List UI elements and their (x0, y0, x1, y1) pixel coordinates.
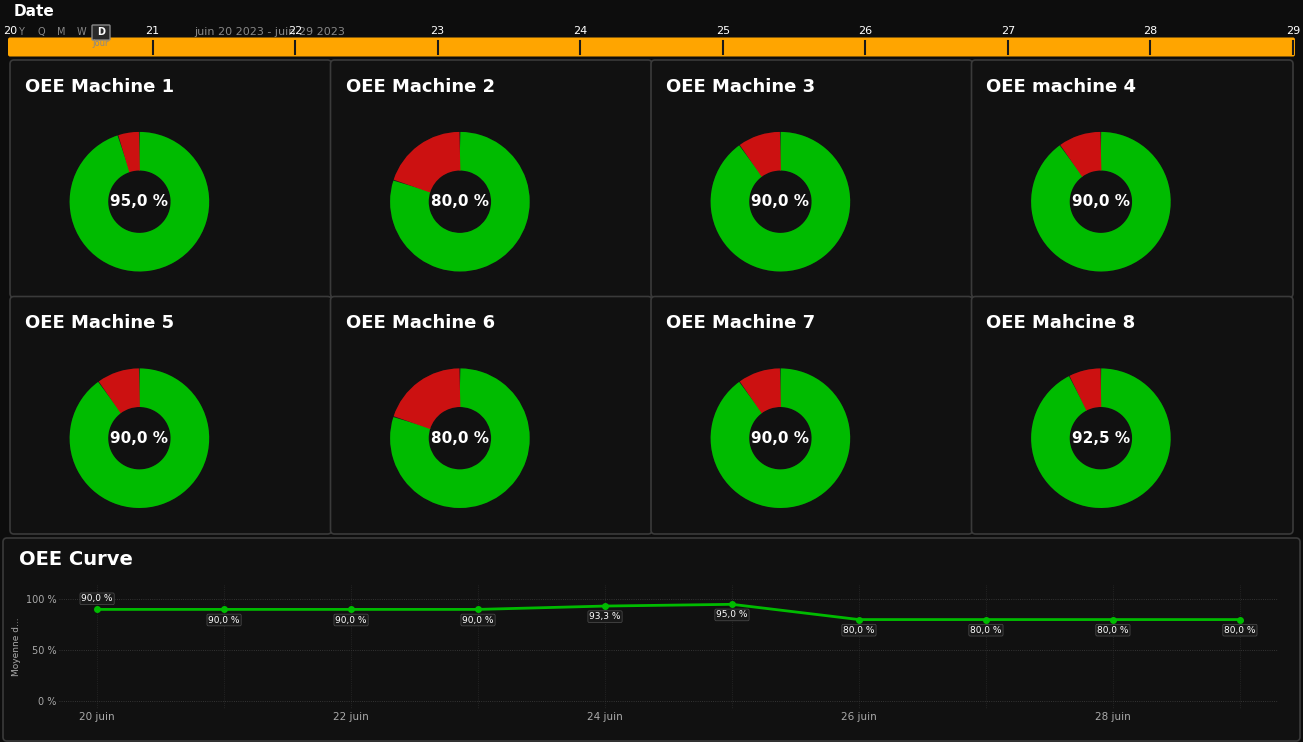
Text: OEE Machine 6: OEE Machine 6 (345, 315, 495, 332)
Text: 95,0 %: 95,0 % (111, 194, 168, 209)
Text: OEE Machine 2: OEE Machine 2 (345, 78, 495, 96)
FancyBboxPatch shape (331, 60, 652, 298)
Y-axis label: Moyenne d...: Moyenne d... (13, 617, 21, 676)
Text: D: D (96, 27, 106, 37)
Text: 20: 20 (3, 25, 17, 36)
Text: 90,0 %: 90,0 % (752, 430, 809, 446)
Text: 80,0 %: 80,0 % (431, 194, 489, 209)
Text: 22: 22 (288, 25, 302, 36)
FancyBboxPatch shape (331, 297, 652, 534)
FancyBboxPatch shape (972, 60, 1293, 298)
Text: 80,0 %: 80,0 % (843, 626, 874, 634)
Text: OEE Machine 3: OEE Machine 3 (666, 78, 816, 96)
Text: 90,0 %: 90,0 % (1072, 194, 1130, 209)
Text: OEE Curve: OEE Curve (20, 550, 133, 569)
Text: 25: 25 (715, 25, 730, 36)
Text: 80,0 %: 80,0 % (1097, 626, 1128, 634)
Text: OEE Machine 7: OEE Machine 7 (666, 315, 816, 332)
Text: Jour: Jour (93, 39, 109, 47)
Text: 80,0 %: 80,0 % (1224, 626, 1256, 634)
Text: 80,0 %: 80,0 % (431, 430, 489, 446)
Text: 26: 26 (859, 25, 873, 36)
FancyBboxPatch shape (972, 297, 1293, 534)
Text: 23: 23 (430, 25, 444, 36)
Text: OEE Machine 1: OEE Machine 1 (25, 78, 175, 96)
FancyBboxPatch shape (3, 538, 1300, 741)
FancyBboxPatch shape (93, 25, 109, 40)
Text: Date: Date (14, 4, 55, 19)
Text: 90,0 %: 90,0 % (208, 616, 240, 625)
Text: 95,0 %: 95,0 % (717, 611, 748, 620)
Text: 29: 29 (1286, 25, 1300, 36)
Text: W: W (76, 27, 86, 37)
Text: 24: 24 (573, 25, 588, 36)
Text: 28: 28 (1143, 25, 1157, 36)
FancyBboxPatch shape (652, 60, 972, 298)
Text: 90,0 %: 90,0 % (81, 594, 113, 603)
Text: juin 20 2023 - juin 29 2023: juin 20 2023 - juin 29 2023 (194, 27, 345, 37)
Text: 90,0 %: 90,0 % (335, 616, 367, 625)
Text: OEE machine 4: OEE machine 4 (986, 78, 1136, 96)
Text: 90,0 %: 90,0 % (752, 194, 809, 209)
Text: 80,0 %: 80,0 % (971, 626, 1002, 634)
FancyBboxPatch shape (10, 60, 331, 298)
FancyBboxPatch shape (10, 297, 331, 534)
Text: 93,3 %: 93,3 % (589, 612, 620, 621)
FancyBboxPatch shape (8, 38, 1295, 56)
Text: 92,5 %: 92,5 % (1072, 430, 1130, 446)
Text: M: M (57, 27, 65, 37)
Text: OEE Machine 5: OEE Machine 5 (25, 315, 175, 332)
Text: 21: 21 (146, 25, 160, 36)
Text: Q: Q (38, 27, 44, 37)
Text: 27: 27 (1001, 25, 1015, 36)
Text: 90,0 %: 90,0 % (111, 430, 168, 446)
FancyBboxPatch shape (652, 297, 972, 534)
Text: OEE Mahcine 8: OEE Mahcine 8 (986, 315, 1136, 332)
Text: Y: Y (18, 27, 23, 37)
Text: 90,0 %: 90,0 % (463, 616, 494, 625)
